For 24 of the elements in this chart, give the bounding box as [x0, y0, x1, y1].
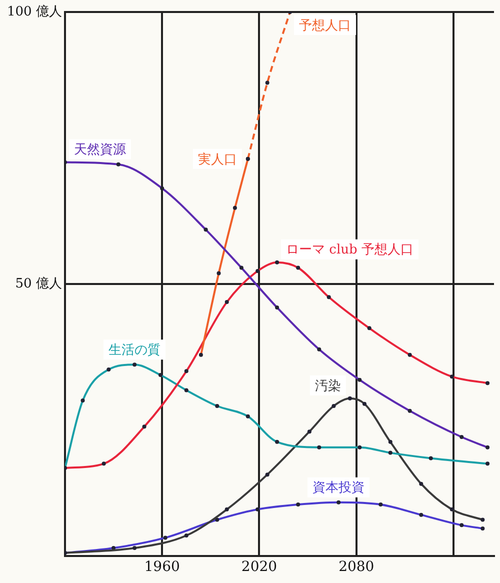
x-tick-label: 1960: [144, 559, 180, 576]
point: [348, 396, 352, 400]
series-label: 天然資源: [74, 142, 126, 158]
x-tick-label: 2080: [338, 559, 374, 576]
series-label: 生活の質: [108, 343, 161, 358]
point: [419, 482, 424, 486]
point: [265, 472, 270, 477]
point: [132, 546, 137, 550]
series-label: 予想人口: [298, 18, 351, 34]
series-label: 実人口: [198, 151, 237, 168]
point: [388, 440, 392, 444]
point: [224, 507, 229, 512]
x-tick-label: 2020: [241, 559, 278, 576]
point: [480, 518, 485, 522]
point: [362, 402, 366, 406]
point: [184, 534, 188, 538]
y-tick-label: 100 億人: [6, 4, 62, 20]
point: [307, 430, 312, 434]
series-label: ローマ club 予想人口: [286, 242, 414, 258]
y-tick-label: 50 億人: [15, 276, 62, 292]
point: [450, 507, 454, 512]
series-label: 汚染: [314, 378, 341, 394]
point: [332, 404, 336, 408]
series-label: 資本投資: [312, 480, 365, 496]
